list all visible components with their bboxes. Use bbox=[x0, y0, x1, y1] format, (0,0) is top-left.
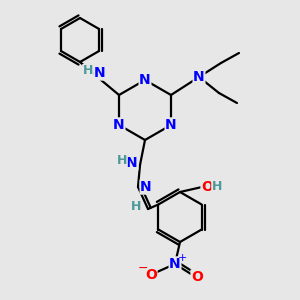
Text: H: H bbox=[212, 179, 222, 193]
Text: N: N bbox=[193, 70, 205, 84]
Text: +: + bbox=[177, 253, 187, 263]
Text: N: N bbox=[169, 257, 181, 271]
Text: H: H bbox=[117, 154, 127, 167]
Text: N: N bbox=[139, 73, 151, 87]
Text: H: H bbox=[131, 200, 141, 214]
Text: N: N bbox=[94, 66, 106, 80]
Text: O: O bbox=[191, 270, 203, 284]
Text: O: O bbox=[145, 268, 157, 282]
Text: O: O bbox=[201, 180, 213, 194]
Text: N: N bbox=[165, 118, 177, 132]
Text: N: N bbox=[113, 118, 125, 132]
Text: N: N bbox=[140, 180, 152, 194]
Text: N: N bbox=[126, 156, 138, 170]
Text: H: H bbox=[83, 64, 93, 77]
Text: −: − bbox=[138, 262, 148, 275]
